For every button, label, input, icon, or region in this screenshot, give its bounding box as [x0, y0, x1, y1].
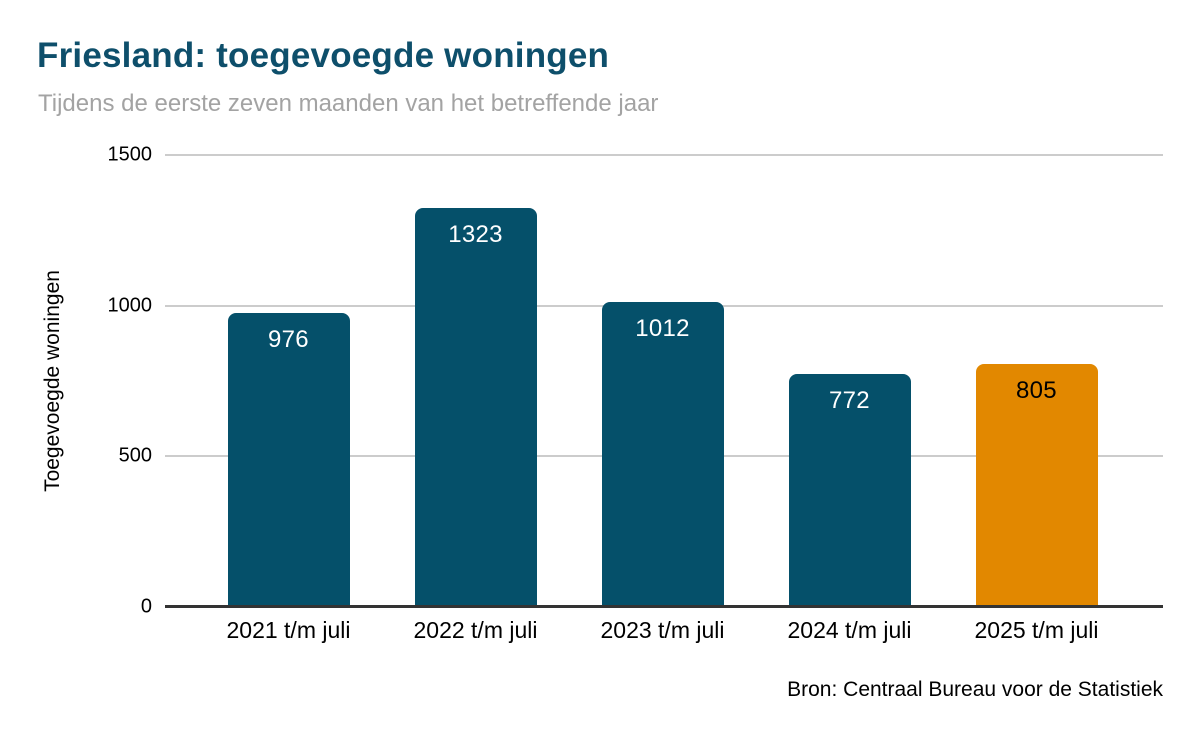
- bar-value-label: 1323: [448, 221, 503, 249]
- bars-container: 976 1323 1012 772 805: [195, 155, 1130, 607]
- y-tick-label-0: 0: [140, 595, 152, 618]
- y-tick-label-500: 500: [118, 444, 152, 467]
- x-axis-label-2022 t/m juli: 2022 t/m juli: [413, 617, 538, 643]
- y-tick-label-1000: 1000: [107, 294, 153, 317]
- x-axis-label-2023 t/m juli: 2023 t/m juli: [600, 617, 725, 643]
- gridline-1500: [165, 154, 1163, 156]
- x-axis-line: [165, 605, 1163, 608]
- bar-2024 t/m juli: 772: [788, 374, 911, 607]
- bar-slot: 976: [195, 155, 382, 607]
- bar-slot: 772: [756, 155, 943, 607]
- bar-slot: 1323: [382, 155, 569, 607]
- page-subtitle: Tijdens de eerste zeven maanden van het …: [38, 90, 659, 117]
- bar-slot: 1012: [569, 155, 756, 607]
- bar-2025 t/m juli: 805: [975, 364, 1098, 607]
- y-axis-title: Toegevoegde woningen: [41, 270, 64, 492]
- bar-value-label: 772: [829, 387, 870, 415]
- source-note: Bron: Centraal Bureau voor de Statistiek: [787, 678, 1163, 701]
- bar-slot: 805: [943, 155, 1130, 607]
- y-tick-label-1500: 1500: [107, 143, 153, 166]
- x-axis-labels-container: 2021 t/m juli 2022 t/m juli 2023 t/m juli 2…: [195, 617, 1130, 644]
- bar-value-label: 805: [1016, 377, 1057, 405]
- page-title: Friesland: toegevoegde woningen: [37, 36, 610, 75]
- x-axis-label-2021 t/m juli: 2021 t/m juli: [226, 617, 351, 643]
- bar-2023 t/m juli: 1012: [601, 302, 724, 607]
- bar-value-label: 976: [268, 325, 309, 353]
- x-axis-label-2025 t/m juli: 2025 t/m juli: [974, 617, 1099, 643]
- bar-value-label: 1012: [635, 315, 690, 343]
- bar-chart-plot-area: 0 500 1000 1500 976 1323 1012 772 805: [108, 144, 1163, 618]
- bar-2021 t/m juli: 976: [227, 312, 350, 607]
- x-axis-label-2024 t/m juli: 2024 t/m juli: [787, 617, 912, 643]
- bar-2022 t/m juli: 1323: [414, 208, 537, 607]
